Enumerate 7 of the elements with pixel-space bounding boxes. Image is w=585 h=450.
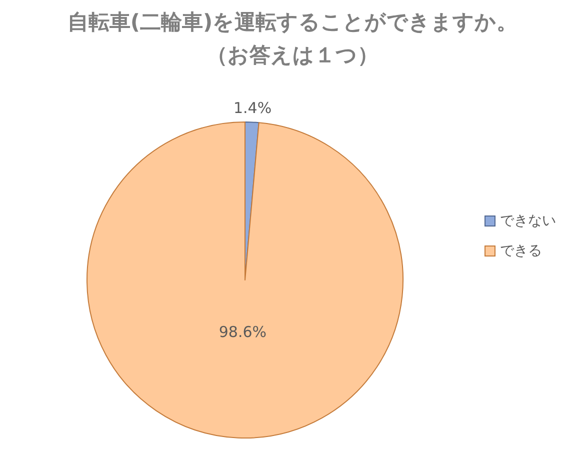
legend-label: できる bbox=[500, 243, 542, 259]
chart-subtitle: （お答えは１つ） bbox=[206, 43, 378, 67]
legend-label: できない bbox=[500, 213, 556, 229]
chart-title: 自転車(二輪車)を運転することができますか。 bbox=[67, 10, 518, 34]
data-label: 1.4% bbox=[234, 99, 272, 118]
pie-slice bbox=[86, 122, 404, 438]
data-label: 98.6% bbox=[218, 323, 267, 342]
